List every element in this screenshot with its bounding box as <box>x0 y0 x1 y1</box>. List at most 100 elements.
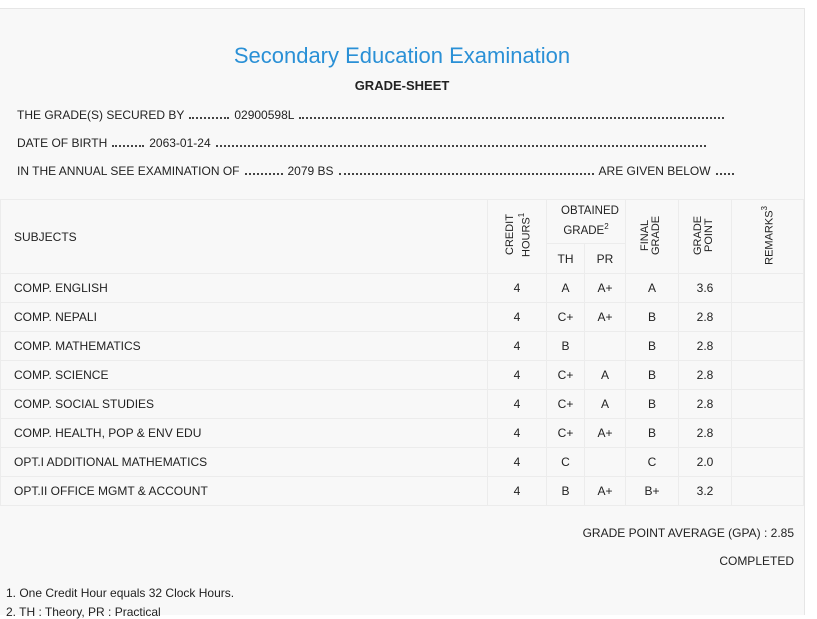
practical-grade: A <box>583 389 627 419</box>
credit-hours: 4 <box>487 302 547 332</box>
subject: OPT.I ADDITIONAL MATHEMATICS <box>0 447 488 477</box>
grade-point: 2.8 <box>678 360 733 390</box>
header-cell: REMARKS3 <box>731 199 805 274</box>
practical-grade: A+ <box>583 273 627 303</box>
grade-sheet: Secondary Education Examination GRADE-SH… <box>0 8 805 619</box>
header-cell: TH <box>546 243 585 274</box>
theory-grade: C <box>546 447 585 477</box>
theory-grade: A <box>546 273 585 303</box>
leader <box>299 116 725 119</box>
credit-hours: 4 <box>487 331 547 361</box>
table-body: COMP. ENGLISH 4 A A+ A 3.6 COMP. NEPALI 4 C+ A+ B 2… <box>0 273 805 506</box>
remarks <box>731 331 805 361</box>
table-row: OPT.II OFFICE MGMT & ACCOUNT 4 B A+ B+ 3.2 <box>0 476 805 506</box>
leader <box>189 116 230 119</box>
gpa-value: 2.85 <box>770 526 794 540</box>
theory-grade: C+ <box>546 389 585 419</box>
status: COMPLETED <box>719 554 794 568</box>
theory-grade: B <box>546 476 585 506</box>
header-text: FINAL GRADE <box>639 215 663 255</box>
table-row: COMP. ENGLISH 4 A A+ A 3.6 <box>0 273 805 303</box>
practical-grade <box>583 331 627 361</box>
header-cell: FINAL GRADE <box>625 199 680 274</box>
remarks <box>731 302 805 332</box>
practical-grade: A+ <box>583 302 627 332</box>
grade-point: 2.8 <box>678 389 733 419</box>
detail-suffix: ARE GIVEN BELOW <box>598 164 711 178</box>
final-grade: B <box>625 418 680 448</box>
theory-grade: C+ <box>546 418 585 448</box>
subject: COMP. ENGLISH <box>0 273 488 303</box>
table-row: COMP. MATHEMATICS 4 B B 2.8 <box>0 331 805 361</box>
practical-grade: A <box>583 360 627 390</box>
header-cell: OBTAINED GRADE2 <box>545 199 627 244</box>
grade-point: 2.8 <box>678 302 733 332</box>
leader <box>715 172 734 175</box>
credit-hours: 4 <box>487 389 547 419</box>
detail-label: IN THE ANNUAL SEE EXAMINATION OF <box>17 164 240 178</box>
table-row: COMP. HEALTH, POP & ENV EDU 4 C+ A+ B 2.8 <box>0 418 805 448</box>
final-grade: B+ <box>625 476 680 506</box>
subject: COMP. SOCIAL STUDIES <box>0 389 488 419</box>
header-text: REMARKS <box>763 210 776 265</box>
final-grade: B <box>625 331 680 361</box>
header-cell: SUBJECTS <box>0 199 488 274</box>
gpa-label: GRADE POINT AVERAGE (GPA) : <box>582 526 768 540</box>
subject: COMP. HEALTH, POP & ENV EDU <box>0 418 488 448</box>
gpa-line: GRADE POINT AVERAGE (GPA) : 2.85 <box>583 526 794 540</box>
theory-grade: C+ <box>546 302 585 332</box>
leader <box>244 172 283 175</box>
table-row: COMP. NEPALI 4 C+ A+ B 2.8 <box>0 302 805 332</box>
practical-grade: A+ <box>583 418 627 448</box>
final-grade: A <box>625 273 680 303</box>
header-cell: GRADE POINT <box>678 199 733 274</box>
remarks <box>731 476 805 506</box>
subject: COMP. NEPALI <box>0 302 488 332</box>
footnote: 2. TH : Theory, PR : Practical <box>6 605 161 619</box>
subject: COMP. MATHEMATICS <box>0 331 488 361</box>
header-text: GRADE POINT <box>692 215 716 255</box>
theory-grade: B <box>546 331 585 361</box>
table-row: OPT.I ADDITIONAL MATHEMATICS 4 C C 2.0 <box>0 447 805 477</box>
final-grade: B <box>625 360 680 390</box>
credit-hours: 4 <box>487 476 547 506</box>
remarks <box>731 389 805 419</box>
credit-hours: 4 <box>487 360 547 390</box>
subject: COMP. SCIENCE <box>0 360 488 390</box>
detail-value: 2063-01-24 <box>149 136 211 150</box>
detail-label: DATE OF BIRTH <box>17 136 108 150</box>
grade-table: SUBJECTS CREDIT HOURS1 OBTAINED GRADE2 F… <box>0 199 805 506</box>
table-row: COMP. SCIENCE 4 C+ A B 2.8 <box>0 360 805 390</box>
detail-line: DATE OF BIRTH 2063-01-24 <box>17 136 711 150</box>
title: Secondary Education Examination <box>233 43 571 68</box>
grade-point: 3.2 <box>678 476 733 506</box>
practical-grade: A+ <box>583 476 627 506</box>
leader <box>338 172 594 175</box>
credit-hours: 4 <box>487 418 547 448</box>
credit-hours: 4 <box>487 273 547 303</box>
header-cell: CREDIT HOURS1 <box>487 199 547 274</box>
footnote: 1. One Credit Hour equals 32 Clock Hours… <box>6 586 235 600</box>
subject: OPT.II OFFICE MGMT & ACCOUNT <box>0 476 488 506</box>
header-text: CREDIT HOURS <box>504 214 533 258</box>
theory-grade: C+ <box>546 360 585 390</box>
table-row: COMP. SOCIAL STUDIES 4 C+ A B 2.8 <box>0 389 805 419</box>
header-text: OBTAINED GRADE <box>561 205 619 237</box>
detail-value: 2079 BS <box>287 164 334 178</box>
final-grade: C <box>625 447 680 477</box>
remarks <box>731 273 805 303</box>
footnote-ref: 1 <box>517 212 526 218</box>
leader <box>215 144 706 147</box>
remarks <box>731 360 805 390</box>
grade-point: 2.8 <box>678 331 733 361</box>
leader <box>112 144 145 147</box>
detail-line: THE GRADE(S) SECURED BY 02900598L <box>17 108 729 122</box>
remarks <box>731 447 805 477</box>
credit-hours: 4 <box>487 447 547 477</box>
footnote-ref: 3 <box>760 205 770 211</box>
detail-value: 02900598L <box>234 108 295 122</box>
grade-point: 2.0 <box>678 447 733 477</box>
detail-label: THE GRADE(S) SECURED BY <box>17 108 185 122</box>
grade-point: 2.8 <box>678 418 733 448</box>
